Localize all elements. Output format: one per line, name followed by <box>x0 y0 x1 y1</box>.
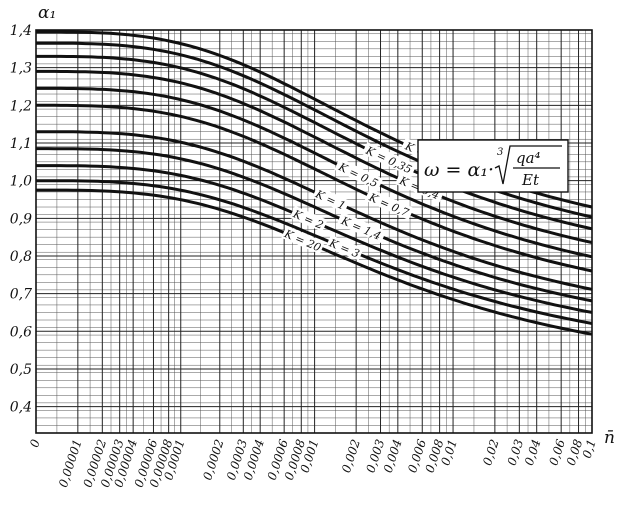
series-label-text: K = 0,5 <box>336 160 380 190</box>
formula-denominator: Et <box>521 171 540 189</box>
series-label-background <box>325 234 364 261</box>
x-tick-label: 0,02 <box>480 438 502 468</box>
y-tick-label: 1,4 <box>10 23 32 39</box>
y-ticks: 1,4 1,3 1,2 1,1 1,0 0,9 0,8 0,7 0,6 0,5 0,4 <box>10 23 32 416</box>
x-axis-label: n̄ <box>604 428 615 448</box>
x-tick-label: 0,00001 <box>56 438 85 490</box>
formula-box: ω = α₁· 3 qa⁴ Et <box>417 139 569 193</box>
series-line <box>36 69 593 244</box>
y-tick-label: 1,0 <box>10 174 32 190</box>
y-tick-label: 1,3 <box>10 61 32 77</box>
series-line <box>36 147 593 303</box>
y-tick-label: 0,8 <box>10 249 32 265</box>
x-ticks: 0 0,000010,000020,000030,000040,000060,00… <box>27 437 599 489</box>
plot-frame <box>35 29 593 434</box>
series-label-background <box>312 185 350 213</box>
y-tick-label: 0,6 <box>10 324 32 340</box>
series-label: K = 1,4 <box>336 212 387 244</box>
series-label-background <box>361 141 417 177</box>
series-label: K = 0,5 <box>334 158 384 191</box>
series-label-background <box>289 205 328 232</box>
series-line <box>36 103 593 273</box>
y-tick-label: 0,4 <box>10 400 32 416</box>
y-tick-label: 1,2 <box>10 98 32 114</box>
series-label-background <box>281 225 325 255</box>
x-tick-label: 0 <box>27 437 43 449</box>
formula-lhs: ω = α₁· <box>424 159 494 181</box>
x-tick-label: 0,002 <box>339 438 363 475</box>
series-label-background <box>336 212 387 244</box>
series-line <box>36 86 593 259</box>
y-tick-label: 0,9 <box>10 211 32 227</box>
x-tick-label: 0,1 <box>580 438 599 460</box>
formula-numerator: qa⁴ <box>516 149 541 167</box>
series-label-background <box>364 188 414 220</box>
series-line <box>36 130 593 291</box>
y-tick-label: 0,7 <box>10 287 32 303</box>
series-line <box>36 54 593 231</box>
series-label-background <box>334 158 384 191</box>
y-tick-label: 1,1 <box>10 136 32 152</box>
radical-sign <box>494 145 562 185</box>
series-line <box>36 179 593 325</box>
formula-root-index: 3 <box>497 147 503 158</box>
y-axis-label: α₁ <box>38 3 56 23</box>
y-tick-label: 0,5 <box>10 362 32 378</box>
x-tick-label: 0,0002 <box>200 438 226 482</box>
